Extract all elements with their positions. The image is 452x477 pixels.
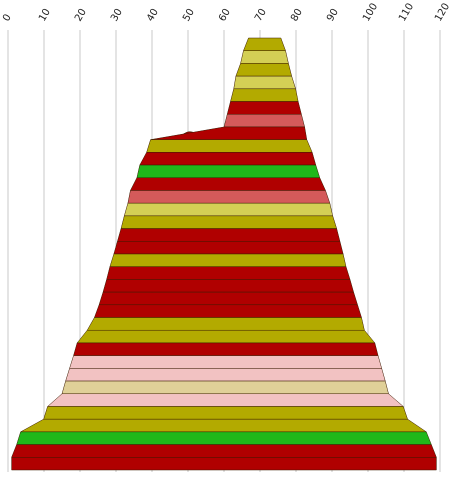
band bbox=[16, 431, 432, 445]
band bbox=[240, 50, 289, 64]
band bbox=[46, 393, 404, 407]
band bbox=[20, 418, 428, 433]
band bbox=[139, 152, 317, 166]
band bbox=[243, 37, 286, 51]
band bbox=[86, 317, 365, 331]
band bbox=[98, 291, 358, 306]
band bbox=[223, 113, 305, 128]
band bbox=[226, 101, 302, 115]
band bbox=[123, 202, 334, 217]
band bbox=[102, 279, 354, 293]
band bbox=[109, 253, 347, 267]
band bbox=[11, 444, 437, 458]
band bbox=[106, 266, 351, 280]
band bbox=[94, 304, 362, 318]
band bbox=[43, 406, 408, 420]
band bbox=[69, 355, 383, 369]
band bbox=[73, 342, 379, 356]
band bbox=[129, 177, 326, 191]
band bbox=[61, 380, 389, 395]
x-tick-label: 0 bbox=[1, 12, 14, 23]
band bbox=[230, 88, 299, 102]
band bbox=[136, 164, 321, 179]
data-bands bbox=[11, 37, 437, 471]
band bbox=[235, 63, 293, 77]
band bbox=[113, 241, 344, 255]
band bbox=[117, 228, 341, 242]
band bbox=[120, 215, 338, 229]
band bbox=[146, 139, 313, 153]
band bbox=[11, 457, 437, 471]
band bbox=[127, 190, 331, 204]
band bbox=[65, 368, 386, 382]
band bbox=[76, 329, 376, 344]
band bbox=[233, 75, 296, 90]
